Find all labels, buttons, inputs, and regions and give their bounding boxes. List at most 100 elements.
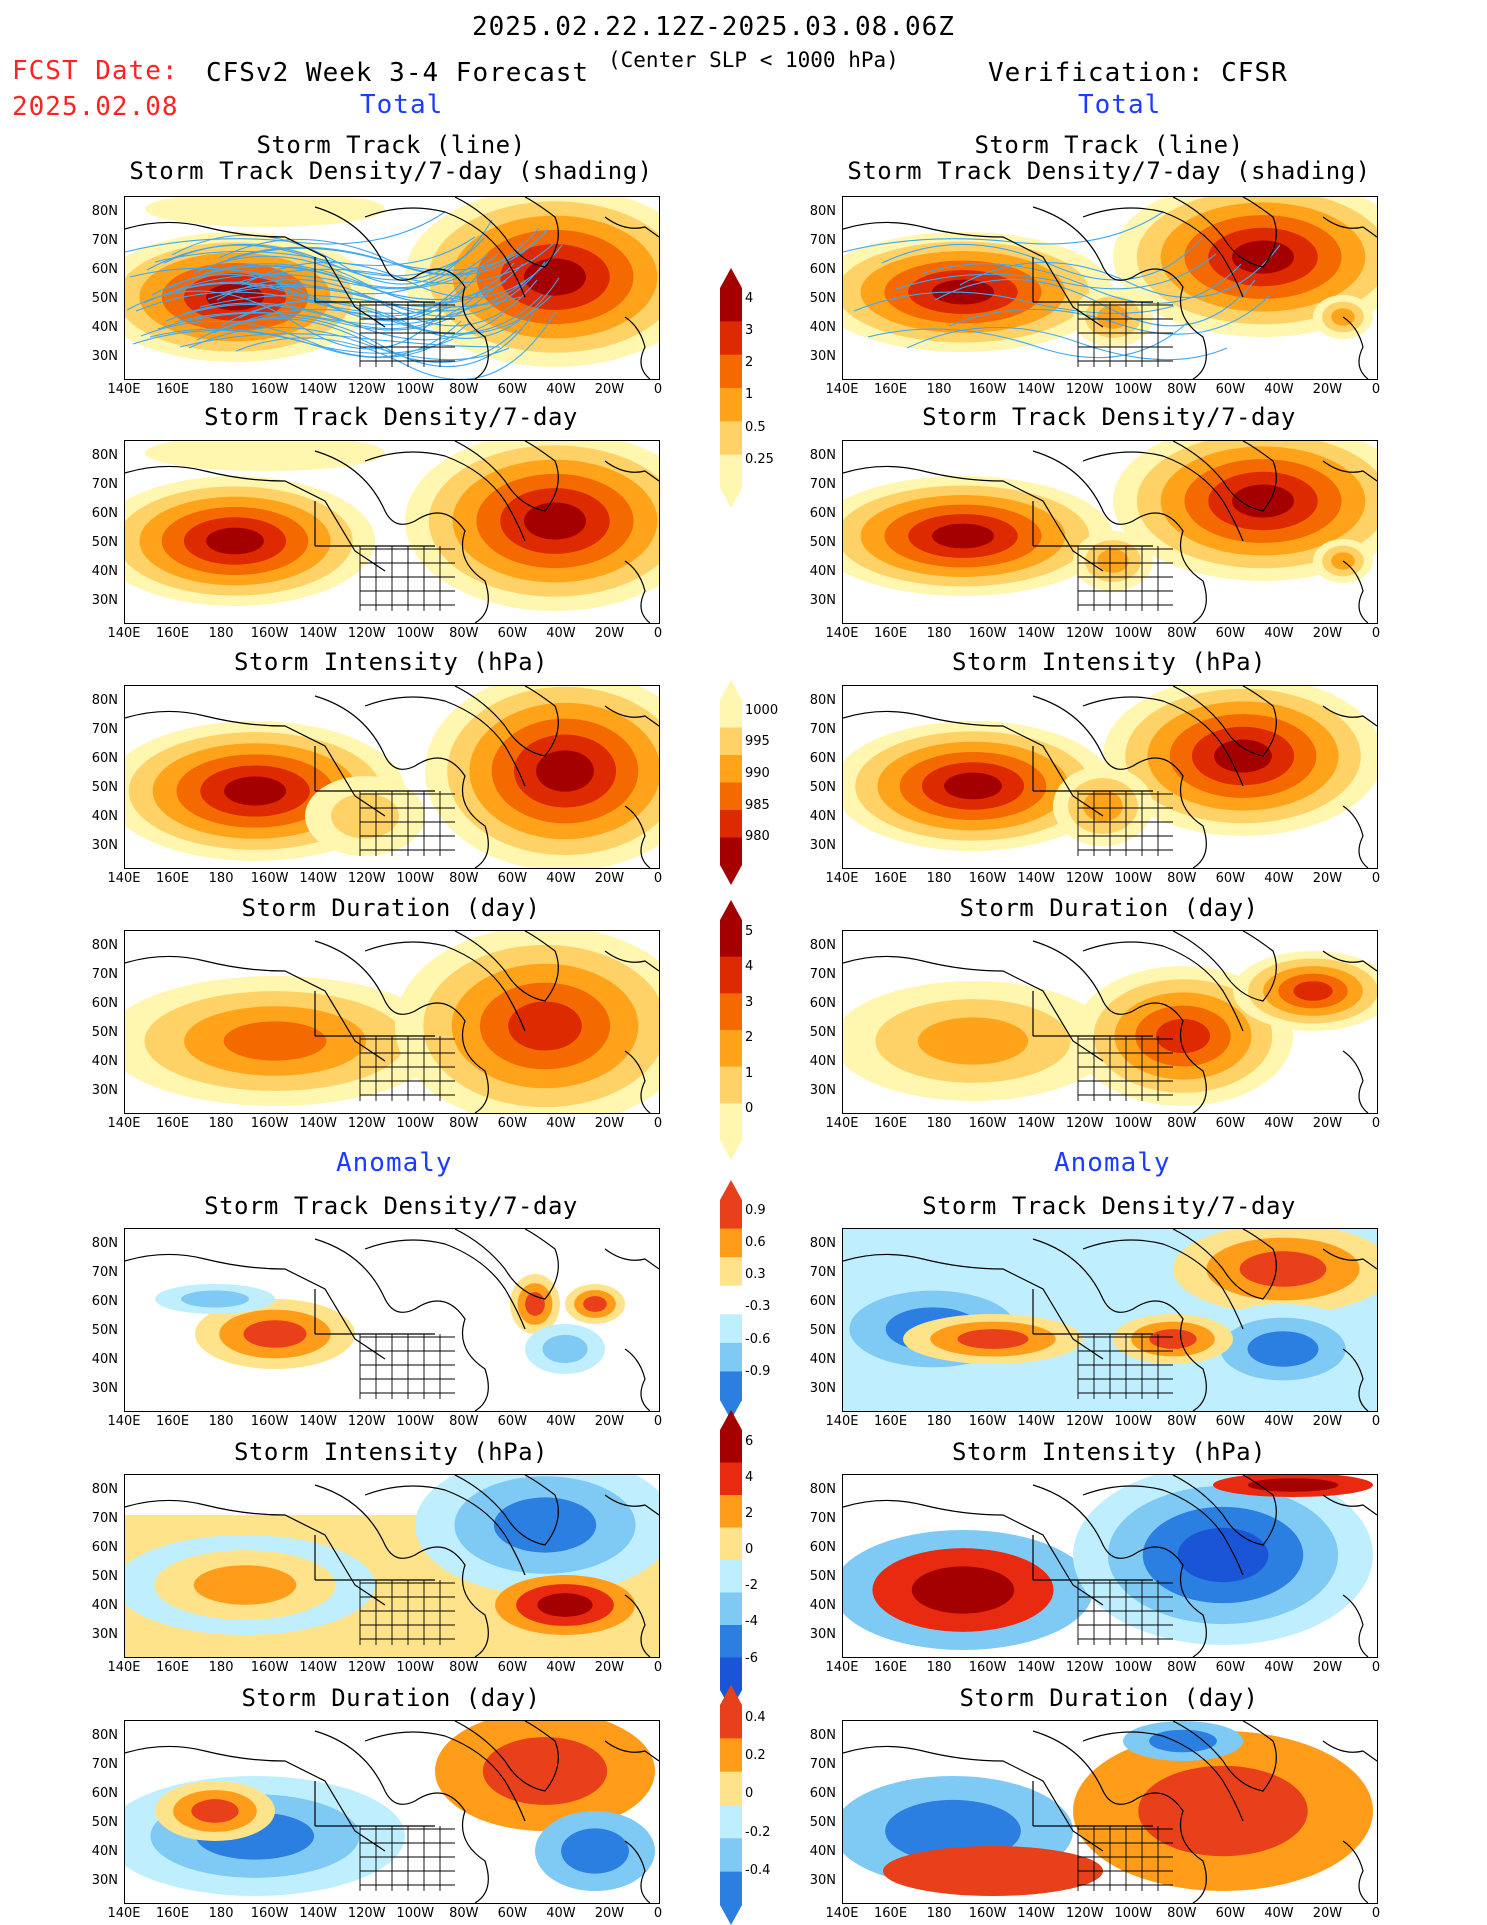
lon-label: 100W: [1114, 1116, 1153, 1131]
lon-label: 140E: [107, 1414, 141, 1429]
lon-label: 160W: [250, 1116, 289, 1131]
lon-label: 140E: [825, 382, 859, 397]
colorbar-segment: [720, 1066, 742, 1104]
colorbar-label: 0.6: [745, 1234, 766, 1250]
storm-track: [151, 269, 473, 321]
map-svg: [843, 197, 1377, 379]
section-anomaly-left: Anomaly: [336, 1148, 453, 1178]
anomaly-negative: [1149, 1729, 1217, 1753]
density-blob: [1097, 305, 1129, 329]
lon-label: 80W: [449, 1660, 479, 1675]
fcst-date-value: 2025.02.08: [12, 92, 179, 122]
coastline: [125, 931, 659, 1113]
lon-label: 180: [926, 1414, 952, 1429]
europe-coast: [1342, 805, 1369, 868]
colorbar-label: 990: [745, 765, 770, 781]
lon-label: 60W: [497, 626, 528, 641]
coastline: [125, 686, 659, 868]
lat-label: 60N: [91, 1786, 118, 1801]
lon-label: 160E: [156, 382, 190, 397]
lat-label: 40N: [809, 1352, 836, 1367]
colorbar-duration_anom: [720, 1685, 742, 1925]
lat-label: 40N: [91, 1844, 118, 1859]
lon-label: 120W: [347, 1906, 386, 1921]
lon-label: 140W: [299, 871, 337, 886]
colorbar-label: 0: [745, 1786, 754, 1802]
colorbar-segment: [720, 388, 742, 422]
map-panel-adur-forecast: [124, 1720, 660, 1904]
coastline: [1082, 941, 1244, 1032]
colorbar-density_anom: [720, 1180, 742, 1420]
coastline: [1032, 695, 1207, 868]
us-state-lines: [1077, 546, 1173, 611]
title-duration-anom-l: Storm Duration (day): [241, 1684, 541, 1712]
greenland-coast: [1172, 931, 1277, 1002]
colorbar-arrow: [720, 488, 742, 508]
lon-label: 180: [208, 1906, 234, 1921]
lon-label: 140E: [825, 871, 859, 886]
title-track-shading-l: Storm Track Density/7-day (shading): [129, 157, 653, 185]
coastline: [1082, 1731, 1244, 1822]
colorbar-arrow: [720, 900, 742, 920]
lon-label: 140W: [1017, 1414, 1055, 1429]
lat-label: 60N: [91, 996, 118, 1011]
coastline: [125, 197, 659, 379]
lon-label: 20W: [1312, 871, 1343, 886]
lat-label: 30N: [91, 1627, 118, 1642]
lat-label: 60N: [91, 262, 118, 277]
coastline: [843, 465, 1104, 572]
lat-label: 60N: [809, 506, 836, 521]
europe-coast: [1342, 1050, 1369, 1113]
lon-label: 120W: [1065, 1906, 1104, 1921]
coastline: [1032, 1238, 1207, 1411]
coastline: [1322, 460, 1377, 482]
lon-label: 140W: [299, 1660, 337, 1675]
europe-coast: [1342, 1594, 1369, 1657]
anomaly-positive: [191, 1799, 239, 1823]
density-blob: [1232, 484, 1294, 518]
lon-label: 140W: [1017, 871, 1055, 886]
lon-label: 100W: [396, 1906, 435, 1921]
lon-label: 140W: [1017, 1116, 1055, 1131]
colorbar-segment: [720, 454, 742, 489]
lon-label: 40W: [546, 871, 576, 886]
us-state-lines: [1077, 302, 1173, 367]
density-blob: [1232, 240, 1294, 274]
coastline: [1082, 1239, 1244, 1330]
colorbar-segment: [720, 1285, 742, 1315]
lon-label: 140W: [299, 626, 337, 641]
coastline: [604, 1494, 659, 1516]
map-svg: [125, 931, 659, 1113]
storm-track: [853, 291, 1175, 314]
section-total-left: Total: [360, 90, 444, 120]
colorbar-segment: [720, 1527, 742, 1561]
lat-label: 70N: [91, 477, 118, 492]
lat-label: 30N: [809, 349, 836, 364]
lon-label: 0: [653, 1906, 663, 1921]
coastline: [604, 950, 659, 972]
lat-label: 80N: [91, 1236, 118, 1251]
us-state-lines: [359, 1036, 455, 1101]
lat-label: 70N: [91, 967, 118, 982]
lon-label: 20W: [594, 1906, 625, 1921]
lat-label: 60N: [809, 262, 836, 277]
lat-label: 30N: [91, 838, 118, 853]
lon-label: 40W: [1264, 1660, 1294, 1675]
europe-coast: [1342, 1840, 1369, 1903]
title-density-anom-r: Storm Track Density/7-day: [922, 1192, 1296, 1220]
lat-label: 70N: [809, 477, 836, 492]
storm-track: [177, 253, 499, 290]
lon-label: 60W: [497, 871, 528, 886]
greenland-coast: [1172, 197, 1277, 268]
storm-track: [906, 326, 1228, 361]
coastline: [843, 1745, 1104, 1852]
lon-label: 40W: [546, 626, 576, 641]
colorbar-segment: [720, 1257, 742, 1287]
colorbar-segment: [720, 993, 742, 1031]
lat-label: 70N: [91, 1757, 118, 1772]
lon-label: 40W: [1264, 382, 1294, 397]
lon-label: 60W: [1215, 1906, 1246, 1921]
lon-label: 180: [208, 626, 234, 641]
lon-label: 120W: [1065, 626, 1104, 641]
europe-coast: [1342, 1348, 1369, 1411]
